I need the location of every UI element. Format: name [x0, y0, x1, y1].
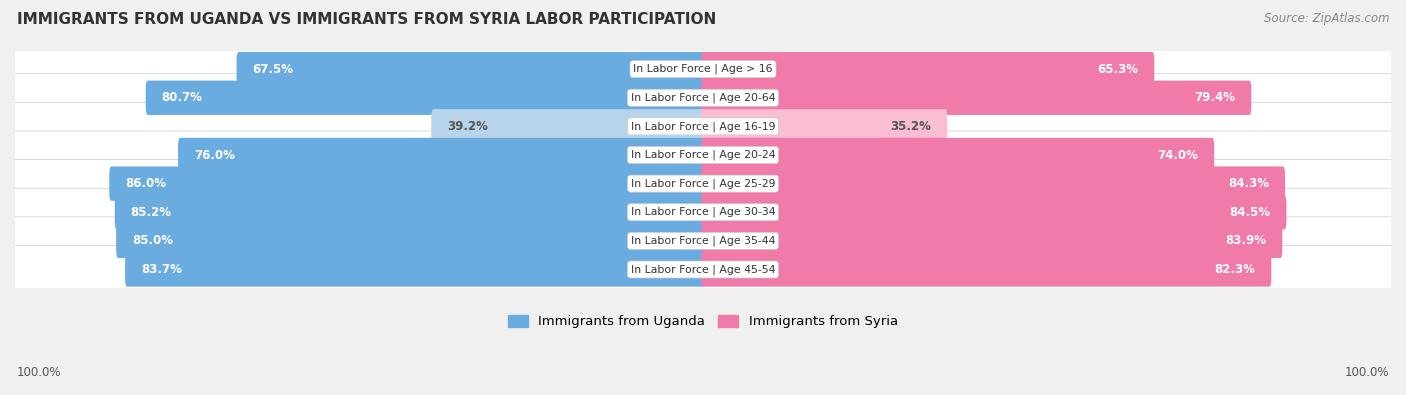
Text: 84.5%: 84.5% — [1229, 206, 1271, 219]
Text: In Labor Force | Age 30-34: In Labor Force | Age 30-34 — [631, 207, 775, 218]
FancyBboxPatch shape — [11, 102, 1395, 150]
Text: 74.0%: 74.0% — [1157, 149, 1198, 162]
Text: 79.4%: 79.4% — [1195, 91, 1236, 104]
Text: IMMIGRANTS FROM UGANDA VS IMMIGRANTS FROM SYRIA LABOR PARTICIPATION: IMMIGRANTS FROM UGANDA VS IMMIGRANTS FRO… — [17, 12, 716, 27]
Text: In Labor Force | Age 45-54: In Labor Force | Age 45-54 — [631, 264, 775, 275]
Text: 80.7%: 80.7% — [162, 91, 202, 104]
Text: 35.2%: 35.2% — [890, 120, 931, 133]
Text: In Labor Force | Age 16-19: In Labor Force | Age 16-19 — [631, 121, 775, 132]
FancyBboxPatch shape — [702, 109, 948, 143]
Text: 86.0%: 86.0% — [125, 177, 166, 190]
Text: In Labor Force | Age 20-64: In Labor Force | Age 20-64 — [631, 92, 775, 103]
Text: 85.0%: 85.0% — [132, 234, 173, 247]
Legend: Immigrants from Uganda, Immigrants from Syria: Immigrants from Uganda, Immigrants from … — [503, 310, 903, 334]
Text: 100.0%: 100.0% — [17, 366, 62, 379]
FancyBboxPatch shape — [702, 195, 1286, 229]
FancyBboxPatch shape — [702, 52, 1154, 87]
FancyBboxPatch shape — [110, 166, 704, 201]
Text: In Labor Force | Age > 16: In Labor Force | Age > 16 — [633, 64, 773, 74]
FancyBboxPatch shape — [115, 195, 704, 229]
FancyBboxPatch shape — [125, 252, 704, 287]
FancyBboxPatch shape — [702, 224, 1282, 258]
FancyBboxPatch shape — [117, 224, 704, 258]
FancyBboxPatch shape — [179, 138, 704, 172]
Text: 83.9%: 83.9% — [1226, 234, 1267, 247]
FancyBboxPatch shape — [11, 217, 1395, 265]
FancyBboxPatch shape — [702, 138, 1215, 172]
FancyBboxPatch shape — [11, 74, 1395, 122]
Text: 82.3%: 82.3% — [1215, 263, 1256, 276]
FancyBboxPatch shape — [11, 45, 1395, 93]
Text: 76.0%: 76.0% — [194, 149, 235, 162]
FancyBboxPatch shape — [11, 188, 1395, 236]
Text: 39.2%: 39.2% — [447, 120, 488, 133]
FancyBboxPatch shape — [11, 160, 1395, 208]
Text: In Labor Force | Age 35-44: In Labor Force | Age 35-44 — [631, 235, 775, 246]
Text: 83.7%: 83.7% — [141, 263, 181, 276]
FancyBboxPatch shape — [702, 166, 1285, 201]
Text: 84.3%: 84.3% — [1229, 177, 1270, 190]
Text: 65.3%: 65.3% — [1098, 63, 1139, 76]
FancyBboxPatch shape — [432, 109, 704, 143]
Text: 67.5%: 67.5% — [252, 63, 294, 76]
FancyBboxPatch shape — [11, 131, 1395, 179]
Text: Source: ZipAtlas.com: Source: ZipAtlas.com — [1264, 12, 1389, 25]
Text: 85.2%: 85.2% — [131, 206, 172, 219]
FancyBboxPatch shape — [11, 245, 1395, 293]
FancyBboxPatch shape — [146, 81, 704, 115]
Text: 100.0%: 100.0% — [1344, 366, 1389, 379]
Text: In Labor Force | Age 25-29: In Labor Force | Age 25-29 — [631, 179, 775, 189]
FancyBboxPatch shape — [702, 81, 1251, 115]
FancyBboxPatch shape — [702, 252, 1271, 287]
Text: In Labor Force | Age 20-24: In Labor Force | Age 20-24 — [631, 150, 775, 160]
FancyBboxPatch shape — [236, 52, 704, 87]
